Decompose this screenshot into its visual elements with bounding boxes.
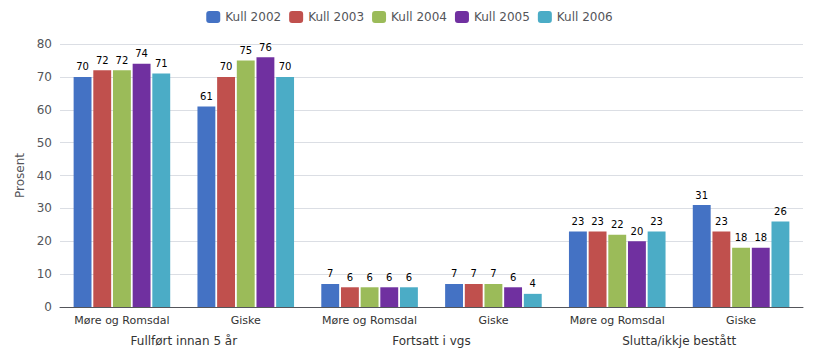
svg-text:6: 6: [510, 272, 516, 283]
svg-text:Møre og Romsdal: Møre og Romsdal: [570, 314, 665, 327]
svg-text:Fortsatt i vgs: Fortsatt i vgs: [392, 334, 470, 348]
svg-text:60: 60: [37, 103, 52, 117]
svg-text:23: 23: [650, 216, 663, 227]
svg-text:30: 30: [37, 201, 52, 215]
svg-text:Giske: Giske: [231, 314, 261, 327]
svg-text:7: 7: [490, 268, 496, 279]
svg-text:18: 18: [735, 232, 748, 243]
svg-text:0: 0: [44, 300, 52, 314]
svg-text:72: 72: [96, 55, 109, 66]
svg-text:71: 71: [155, 58, 168, 69]
svg-text:Slutta/ikkje bestått: Slutta/ikkje bestått: [622, 334, 736, 348]
svg-text:Kull 2003: Kull 2003: [308, 10, 364, 24]
svg-text:50: 50: [37, 136, 52, 150]
svg-text:72: 72: [116, 55, 129, 66]
svg-text:6: 6: [347, 272, 353, 283]
svg-text:Kull 2004: Kull 2004: [391, 10, 447, 24]
svg-text:6: 6: [366, 272, 372, 283]
svg-text:Kull 2006: Kull 2006: [557, 10, 613, 24]
svg-text:22: 22: [611, 219, 624, 230]
svg-text:23: 23: [715, 216, 728, 227]
svg-text:Kull 2005: Kull 2005: [474, 10, 530, 24]
svg-text:74: 74: [135, 48, 148, 59]
svg-text:20: 20: [37, 234, 52, 248]
svg-text:7: 7: [451, 268, 457, 279]
svg-text:20: 20: [631, 226, 644, 237]
svg-text:23: 23: [572, 216, 585, 227]
svg-text:61: 61: [200, 91, 213, 102]
svg-text:Møre og Romsdal: Møre og Romsdal: [74, 314, 169, 327]
svg-text:31: 31: [695, 190, 708, 201]
svg-text:10: 10: [37, 267, 52, 281]
svg-text:40: 40: [37, 169, 52, 183]
svg-text:7: 7: [471, 268, 477, 279]
svg-text:75: 75: [239, 45, 252, 56]
svg-text:Fullført innan 5 år: Fullført innan 5 år: [131, 334, 238, 348]
svg-text:Møre og Romsdal: Møre og Romsdal: [322, 314, 417, 327]
svg-text:70: 70: [37, 70, 52, 84]
svg-text:26: 26: [774, 206, 787, 217]
svg-text:70: 70: [220, 61, 233, 72]
svg-text:Prosent: Prosent: [13, 153, 27, 198]
svg-text:70: 70: [279, 61, 292, 72]
svg-text:18: 18: [754, 232, 767, 243]
svg-text:Giske: Giske: [726, 314, 756, 327]
svg-text:80: 80: [37, 37, 52, 51]
svg-text:23: 23: [591, 216, 604, 227]
svg-text:6: 6: [386, 272, 392, 283]
svg-text:4: 4: [530, 278, 536, 289]
svg-text:76: 76: [259, 42, 272, 53]
svg-text:70: 70: [76, 61, 89, 72]
svg-text:7: 7: [327, 268, 333, 279]
svg-text:6: 6: [406, 272, 412, 283]
svg-text:Giske: Giske: [478, 314, 508, 327]
svg-text:Kull 2002: Kull 2002: [225, 10, 281, 24]
